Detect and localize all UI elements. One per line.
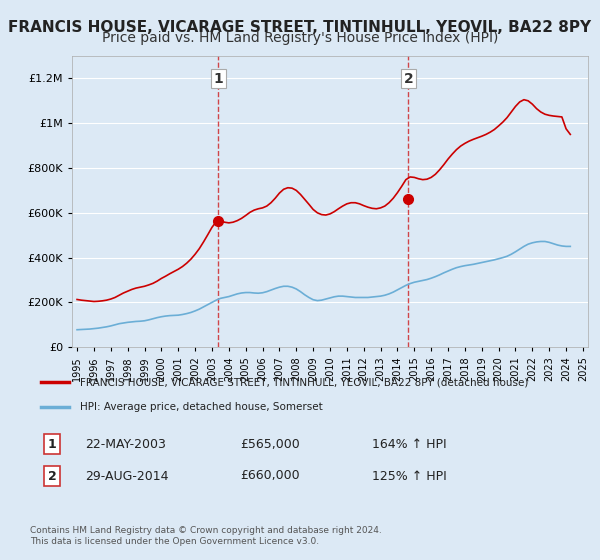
- Text: FRANCIS HOUSE, VICARAGE STREET, TINTINHULL, YEOVIL, BA22 8PY: FRANCIS HOUSE, VICARAGE STREET, TINTINHU…: [8, 20, 592, 35]
- Text: 125% ↑ HPI: 125% ↑ HPI: [372, 469, 447, 483]
- Text: 1: 1: [214, 72, 223, 86]
- Text: Price paid vs. HM Land Registry's House Price Index (HPI): Price paid vs. HM Land Registry's House …: [102, 31, 498, 45]
- Text: 1: 1: [48, 437, 56, 451]
- Text: 2: 2: [48, 469, 56, 483]
- Text: Contains HM Land Registry data © Crown copyright and database right 2024.
This d: Contains HM Land Registry data © Crown c…: [30, 526, 382, 546]
- Text: £660,000: £660,000: [240, 469, 299, 483]
- Text: FRANCIS HOUSE, VICARAGE STREET, TINTINHULL, YEOVIL, BA22 8PY (detached house): FRANCIS HOUSE, VICARAGE STREET, TINTINHU…: [80, 377, 528, 388]
- Text: 2: 2: [404, 72, 413, 86]
- Text: 164% ↑ HPI: 164% ↑ HPI: [372, 437, 447, 451]
- Text: 29-AUG-2014: 29-AUG-2014: [85, 469, 169, 483]
- Text: £565,000: £565,000: [240, 437, 299, 451]
- Text: HPI: Average price, detached house, Somerset: HPI: Average price, detached house, Some…: [80, 402, 322, 412]
- Text: 22-MAY-2003: 22-MAY-2003: [85, 437, 166, 451]
